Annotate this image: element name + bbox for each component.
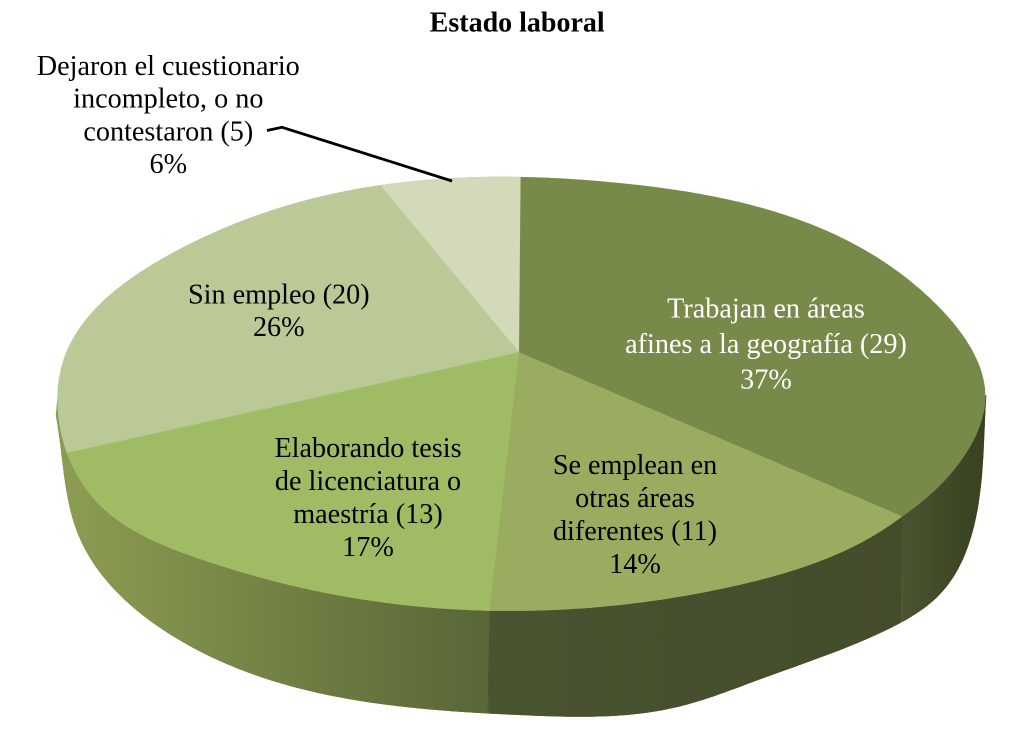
- svg-text:14%: 14%: [609, 549, 661, 580]
- svg-text:maestría (13): maestría (13): [293, 499, 443, 530]
- svg-text:26%: 26%: [253, 312, 305, 343]
- svg-text:afines a la geografía (29): afines a la geografía (29): [625, 329, 907, 360]
- svg-text:Estado laboral: Estado laboral: [430, 8, 605, 39]
- svg-text:37%: 37%: [740, 364, 792, 395]
- svg-text:Se emplean en: Se emplean en: [553, 450, 717, 481]
- svg-text:otras áreas: otras áreas: [575, 483, 695, 514]
- svg-text:Elaborando tesis: Elaborando tesis: [274, 433, 461, 464]
- svg-text:6%: 6%: [150, 149, 188, 180]
- svg-text:17%: 17%: [342, 532, 394, 563]
- svg-text:incompleto, o no: incompleto, o no: [73, 84, 263, 115]
- svg-text:contestaron (5): contestaron (5): [83, 116, 253, 147]
- svg-text:de licenciatura o: de licenciatura o: [275, 466, 461, 497]
- svg-text:diferentes (11): diferentes (11): [553, 516, 717, 547]
- svg-text:Dejaron el cuestionario: Dejaron el cuestionario: [37, 51, 300, 82]
- svg-text:Trabajan en áreas: Trabajan en áreas: [667, 293, 865, 324]
- svg-text:Sin empleo (20): Sin empleo (20): [188, 280, 370, 311]
